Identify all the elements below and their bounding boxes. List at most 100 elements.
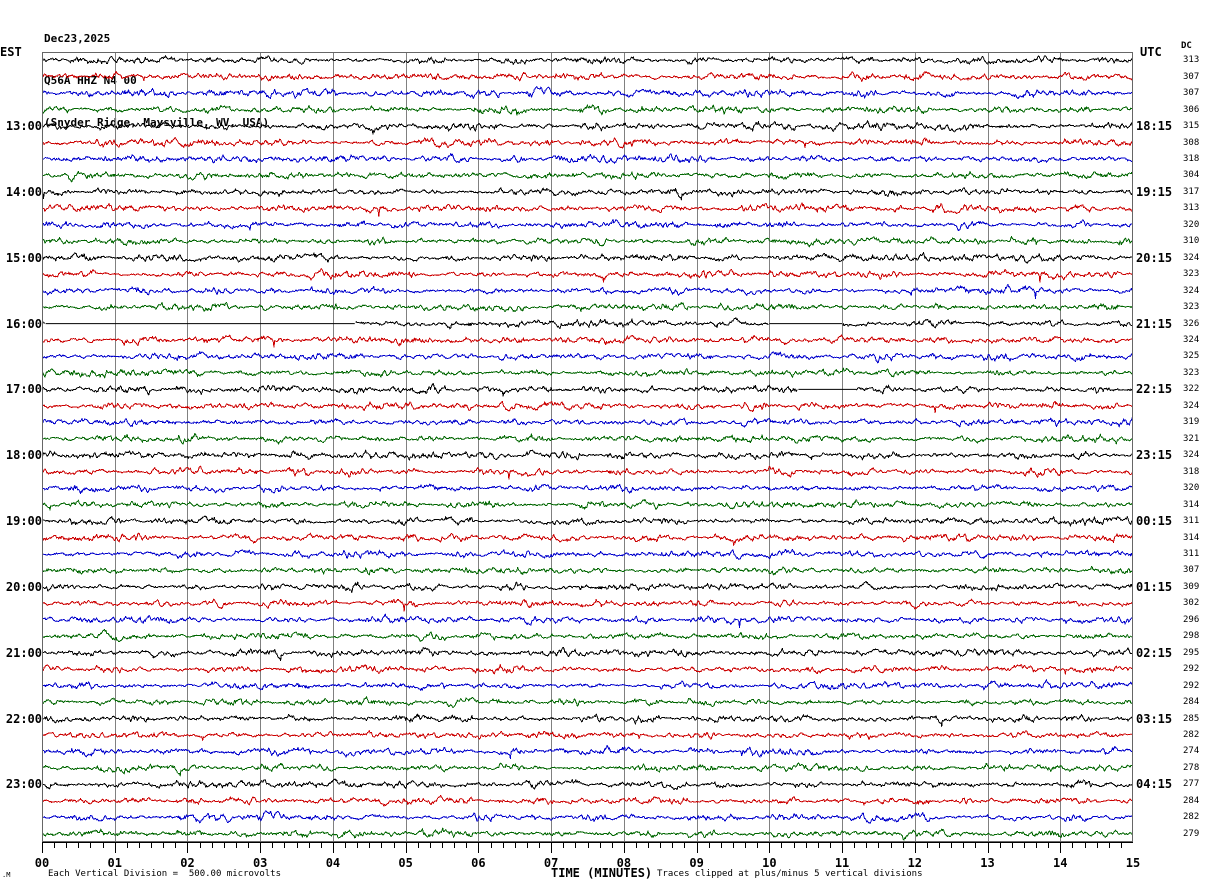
dc-value: 279 bbox=[1183, 828, 1200, 839]
header-station: Q56A HHZ N4 00 bbox=[44, 74, 137, 87]
dc-value: 284 bbox=[1183, 795, 1200, 806]
scale-note: Each Vertical Division = 500.00 microvol… bbox=[48, 869, 281, 879]
plot-frame bbox=[42, 52, 1133, 842]
x-tick-label: 10 bbox=[762, 856, 777, 870]
dc-value: 307 bbox=[1183, 565, 1200, 576]
x-tick-label: 14 bbox=[1053, 856, 1068, 870]
dc-value: 314 bbox=[1183, 499, 1200, 510]
footer-tiny-mark: .M bbox=[2, 871, 11, 879]
dc-value: 318 bbox=[1183, 466, 1200, 477]
dc-value: 324 bbox=[1183, 252, 1200, 263]
x-tick-label: 01 bbox=[107, 856, 122, 870]
dc-value: 317 bbox=[1183, 186, 1200, 197]
dc-value: 295 bbox=[1183, 647, 1200, 658]
x-tick-label: 00 bbox=[34, 856, 50, 870]
utc-time-label: 03:15 bbox=[1136, 711, 1173, 726]
dc-value: 285 bbox=[1183, 713, 1200, 724]
x-tick-label: 02 bbox=[180, 856, 195, 870]
est-time-label: 13:00 bbox=[5, 119, 42, 134]
x-tick-label: 13 bbox=[980, 856, 995, 870]
dc-value: 324 bbox=[1183, 335, 1200, 346]
x-tick-label: 08 bbox=[616, 856, 632, 870]
dc-value: 298 bbox=[1183, 631, 1200, 642]
x-tick-label: 03 bbox=[252, 856, 268, 870]
dc-value: 306 bbox=[1183, 104, 1200, 115]
est-time-label: 23:00 bbox=[5, 777, 42, 792]
utc-time-label: 04:15 bbox=[1136, 777, 1173, 792]
dc-value: 319 bbox=[1183, 417, 1200, 428]
grid-lines bbox=[115, 52, 1061, 842]
x-tick-label: 09 bbox=[689, 856, 704, 870]
est-time-label: 15:00 bbox=[5, 250, 42, 265]
dc-value: 323 bbox=[1183, 269, 1200, 280]
dc-value: 296 bbox=[1183, 614, 1200, 625]
dc-value: 324 bbox=[1183, 285, 1200, 296]
seismogram-plot[interactable] bbox=[42, 52, 1133, 842]
x-tick-label: 05 bbox=[398, 856, 413, 870]
est-time-label: 14:00 bbox=[5, 184, 42, 199]
dc-value: 311 bbox=[1183, 548, 1200, 559]
utc-time-label: 20:15 bbox=[1136, 250, 1173, 265]
clip-note: Traces clipped at plus/minus 5 vertical … bbox=[657, 869, 923, 879]
x-tick-label: 15 bbox=[1125, 856, 1141, 870]
est-time-label: 17:00 bbox=[5, 382, 42, 397]
est-time-label: 16:00 bbox=[5, 316, 42, 331]
x-tick-label: 06 bbox=[471, 856, 486, 870]
dc-value: 309 bbox=[1183, 581, 1200, 592]
utc-time-label: 21:15 bbox=[1136, 316, 1173, 331]
est-time-label: 18:00 bbox=[5, 448, 42, 463]
dc-value: 302 bbox=[1183, 598, 1200, 609]
x-tick-label: 12 bbox=[907, 856, 923, 870]
dc-value: 292 bbox=[1183, 664, 1200, 675]
utc-time-label: 01:15 bbox=[1136, 579, 1173, 594]
utc-time-label: 02:15 bbox=[1136, 645, 1173, 660]
x-tick-label: 11 bbox=[834, 856, 850, 870]
dc-value: 313 bbox=[1183, 55, 1200, 66]
dc-value: 278 bbox=[1183, 762, 1200, 773]
timezone-label-utc: UTC bbox=[1140, 45, 1162, 59]
dc-value: 284 bbox=[1183, 697, 1200, 708]
dc-value: 310 bbox=[1183, 236, 1200, 247]
x-axis-ticks bbox=[42, 842, 1133, 853]
dc-column-header: DC bbox=[1181, 41, 1192, 51]
utc-time-label: 00:15 bbox=[1136, 514, 1173, 529]
dc-value: 322 bbox=[1183, 384, 1200, 395]
header-date: Dec23,2025 bbox=[44, 32, 111, 45]
dc-value: 321 bbox=[1183, 433, 1200, 444]
dc-value: 304 bbox=[1183, 170, 1200, 181]
dc-value: 325 bbox=[1183, 351, 1200, 362]
est-time-label: 19:00 bbox=[5, 514, 42, 529]
dc-value: 282 bbox=[1183, 812, 1200, 823]
x-tick-label: 04 bbox=[325, 856, 341, 870]
dc-value: 308 bbox=[1183, 137, 1200, 148]
timezone-label-est: EST bbox=[0, 45, 22, 59]
dc-value: 274 bbox=[1183, 746, 1200, 757]
est-time-label: 20:00 bbox=[5, 579, 42, 594]
dc-value: 282 bbox=[1183, 730, 1200, 741]
est-time-label: 21:00 bbox=[5, 645, 42, 660]
est-time-label: 22:00 bbox=[5, 711, 42, 726]
dc-value: 324 bbox=[1183, 400, 1200, 411]
dc-value: 320 bbox=[1183, 483, 1200, 494]
x-tick-label: 07 bbox=[543, 856, 559, 870]
utc-time-label: 22:15 bbox=[1136, 382, 1173, 397]
seismogram-canvas[interactable] bbox=[42, 52, 1133, 842]
dc-value: 323 bbox=[1183, 367, 1200, 378]
utc-time-label: 19:15 bbox=[1136, 184, 1173, 199]
dc-value: 326 bbox=[1183, 318, 1200, 329]
dc-value: 318 bbox=[1183, 153, 1200, 164]
x-axis-title: TIME (MINUTES) bbox=[551, 866, 653, 880]
dc-value: 307 bbox=[1183, 88, 1200, 99]
dc-value: 292 bbox=[1183, 680, 1200, 691]
utc-time-label: 18:15 bbox=[1136, 119, 1173, 134]
dc-value: 307 bbox=[1183, 71, 1200, 82]
utc-time-label: 23:15 bbox=[1136, 448, 1173, 463]
dc-value: 314 bbox=[1183, 532, 1200, 543]
dc-value: 311 bbox=[1183, 516, 1200, 527]
dc-value: 324 bbox=[1183, 450, 1200, 461]
dc-value: 277 bbox=[1183, 779, 1200, 790]
dc-value: 323 bbox=[1183, 302, 1200, 313]
dc-value: 320 bbox=[1183, 219, 1200, 230]
trace-lines bbox=[42, 55, 1133, 841]
